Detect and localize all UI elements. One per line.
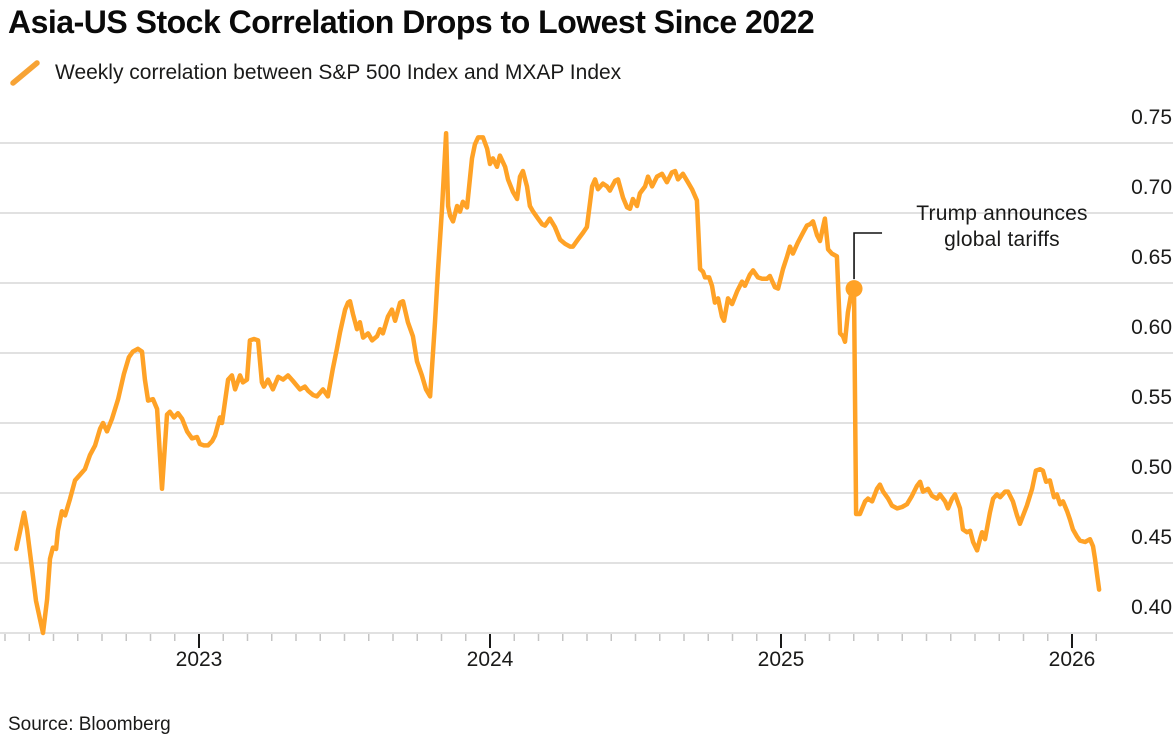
y-axis-label: 0.65 [1131,246,1172,269]
annotation-line2: global tariffs [944,228,1060,251]
annotation-line1: Trump announces [916,202,1088,225]
legend-label: Weekly correlation between S&P 500 Index… [55,61,622,84]
y-axis-label: 0.55 [1131,386,1172,409]
correlation-line [14,130,1102,636]
annotation-text: Trump announces global tariffs [860,201,1144,253]
x-axis-label: 2023 [175,648,223,671]
chart-title: Asia-US Stock Correlation Drops to Lowes… [8,4,815,40]
y-axis-label: 0.45 [1131,526,1172,549]
y-axis-label: 0.70 [1131,176,1172,199]
y-axis-label: 0.60 [1131,316,1172,339]
y-axis-label: 0.75 [1131,106,1172,129]
legend: Weekly correlation between S&P 500 Index… [8,58,621,88]
source-note: Source: Bloomberg [8,714,171,735]
annotation-callout-line [853,232,883,280]
x-axis-label: 2026 [1048,648,1096,671]
y-axis-label: 0.40 [1131,596,1172,619]
y-axis-label: 0.50 [1131,456,1172,479]
annotation-marker-dot [845,280,863,298]
legend-slash-icon [10,60,40,86]
x-axis-label: 2025 [757,648,805,671]
x-axis-label: 2024 [466,648,514,671]
